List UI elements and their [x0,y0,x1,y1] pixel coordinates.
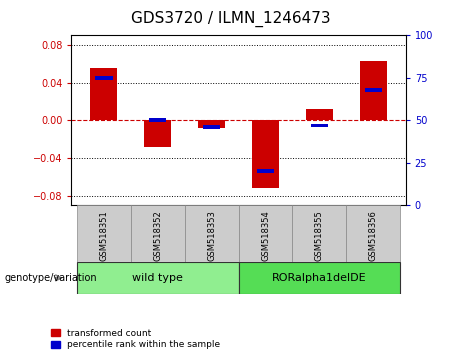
Text: RORalpha1delDE: RORalpha1delDE [272,273,367,283]
Text: GSM518351: GSM518351 [99,210,108,261]
Bar [306,109,333,120]
Bar [252,120,279,188]
Text: wild type: wild type [132,273,183,283]
Text: GSM518352: GSM518352 [153,210,162,261]
Text: GDS3720 / ILMN_1246473: GDS3720 / ILMN_1246473 [130,11,331,27]
Legend: transformed count, percentile rank within the sample: transformed count, percentile rank withi… [51,329,220,349]
Bar [144,120,171,147]
Bar [131,205,185,262]
Text: GSM518356: GSM518356 [369,210,378,261]
Bar [203,125,220,129]
Bar [149,119,166,122]
Bar [365,88,382,92]
Bar [239,262,400,294]
Bar [77,262,239,294]
Bar [311,124,328,127]
Text: GSM518353: GSM518353 [207,210,216,261]
Bar [257,170,274,173]
Text: genotype/variation: genotype/variation [5,273,97,283]
Bar [95,76,112,80]
Bar [77,205,131,262]
Bar [292,205,346,262]
Bar [198,120,225,128]
Bar [360,61,387,120]
Bar [239,205,292,262]
Bar [185,205,239,262]
Text: GSM518354: GSM518354 [261,210,270,261]
Bar [346,205,400,262]
Bar [90,68,117,120]
Text: GSM518355: GSM518355 [315,210,324,261]
